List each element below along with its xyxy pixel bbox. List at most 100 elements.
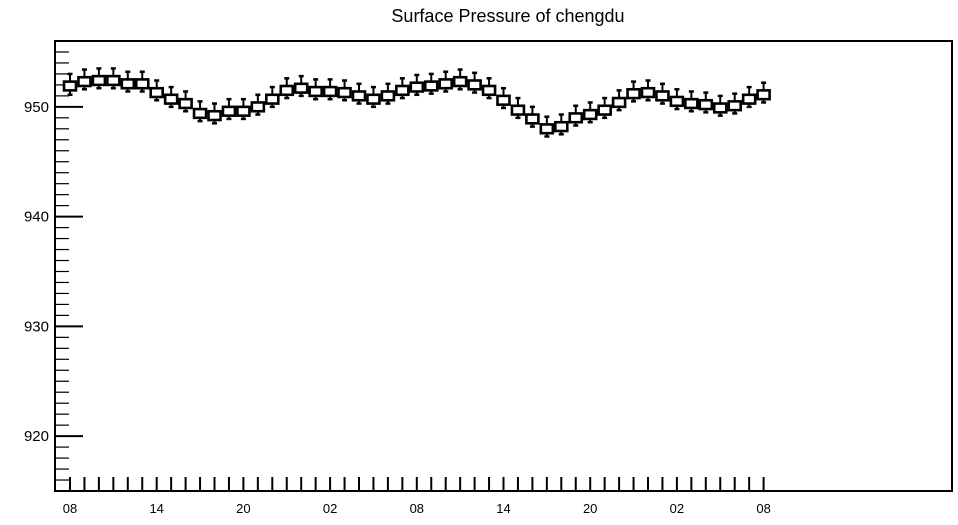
box-body — [293, 82, 309, 94]
x-tick-label: 02 — [670, 501, 684, 516]
box-plot — [120, 70, 136, 93]
box-plot — [62, 72, 78, 97]
box-body — [106, 74, 121, 87]
box-plot — [655, 82, 670, 105]
box-body — [91, 74, 107, 87]
x-tick-label: 08 — [63, 501, 77, 516]
box-body — [178, 97, 193, 110]
box-plot — [163, 85, 179, 109]
box-body — [250, 101, 266, 113]
x-axis: 08 14 20 02 08 14 20 02 08 — [63, 477, 771, 516]
x-tick-label: 14 — [496, 501, 510, 516]
x-tick-label: 08 — [410, 501, 424, 516]
box-body — [582, 108, 598, 121]
box-plot — [568, 104, 584, 127]
box-body — [380, 90, 396, 102]
box-plot — [698, 91, 714, 114]
box-body — [351, 90, 367, 102]
box-body — [62, 80, 78, 92]
box-plot — [669, 88, 685, 111]
box-plot — [91, 67, 107, 90]
box-plot — [409, 73, 425, 97]
box-series — [62, 67, 771, 138]
box-body — [655, 90, 670, 102]
y-tick-label: 930 — [24, 318, 49, 335]
box-body — [611, 96, 627, 109]
box-plot — [481, 77, 497, 100]
box-body — [756, 89, 771, 101]
box-body — [192, 107, 208, 120]
box-body — [525, 113, 540, 125]
box-body — [279, 84, 295, 97]
box-plot — [712, 94, 728, 117]
box-body — [553, 120, 569, 133]
box-plot — [597, 96, 612, 120]
box-body — [568, 112, 584, 124]
box-plot — [134, 70, 150, 93]
box-plot — [756, 81, 771, 104]
y-tick-label: 950 — [24, 99, 49, 116]
box-plot — [351, 82, 367, 105]
box-plot — [626, 80, 641, 103]
box-plot — [496, 86, 511, 110]
y-tick-label: 920 — [24, 428, 49, 445]
box-plot — [279, 77, 295, 100]
box-body — [698, 98, 714, 111]
box-plot — [553, 113, 569, 136]
box-plot — [582, 101, 598, 124]
box-plot — [684, 90, 699, 113]
box-body — [77, 75, 92, 88]
box-plot — [380, 82, 396, 105]
box-body — [626, 87, 641, 100]
box-plot — [640, 79, 656, 102]
box-body — [322, 85, 338, 98]
box-plot — [264, 85, 280, 109]
box-body — [712, 102, 728, 114]
box-plot — [308, 78, 323, 101]
box-body — [684, 97, 699, 110]
box-body — [366, 93, 381, 105]
box-plot — [207, 102, 222, 125]
y-tick-label: 940 — [24, 209, 49, 226]
x-tick-label: 08 — [756, 501, 770, 516]
box-body — [236, 105, 251, 117]
box-plot — [178, 90, 193, 113]
box-plot — [236, 97, 251, 121]
box-body — [496, 94, 511, 106]
box-body — [423, 80, 439, 92]
box-body — [741, 93, 757, 105]
box-body — [438, 78, 454, 90]
box-plot — [337, 79, 352, 102]
box-body — [134, 78, 150, 90]
box-body — [597, 104, 612, 116]
box-plot — [192, 100, 208, 123]
box-body — [120, 78, 136, 90]
box-body — [669, 95, 685, 108]
x-tick-label: 14 — [149, 501, 163, 516]
box-plot — [77, 68, 92, 91]
box-plot — [395, 77, 410, 100]
y-axis: 920 930 940 950 — [24, 40, 83, 492]
box-plot — [366, 85, 381, 109]
box-body — [467, 79, 482, 91]
x-tick-label: 02 — [323, 501, 337, 516]
box-plot — [250, 93, 266, 116]
box-body — [452, 75, 468, 88]
box-plot — [438, 70, 454, 93]
box-body — [640, 86, 656, 99]
box-plot — [525, 105, 540, 128]
box-body — [727, 100, 743, 112]
box-body — [539, 123, 555, 135]
x-tick-label: 20 — [583, 501, 597, 516]
box-body — [207, 109, 222, 122]
box-body — [264, 93, 280, 105]
box-plot — [293, 74, 309, 98]
box-body — [409, 81, 425, 93]
box-plot — [221, 97, 237, 121]
box-plot — [452, 68, 468, 91]
box-plot — [106, 67, 121, 90]
box-plot — [510, 96, 526, 120]
box-plot — [611, 89, 627, 112]
